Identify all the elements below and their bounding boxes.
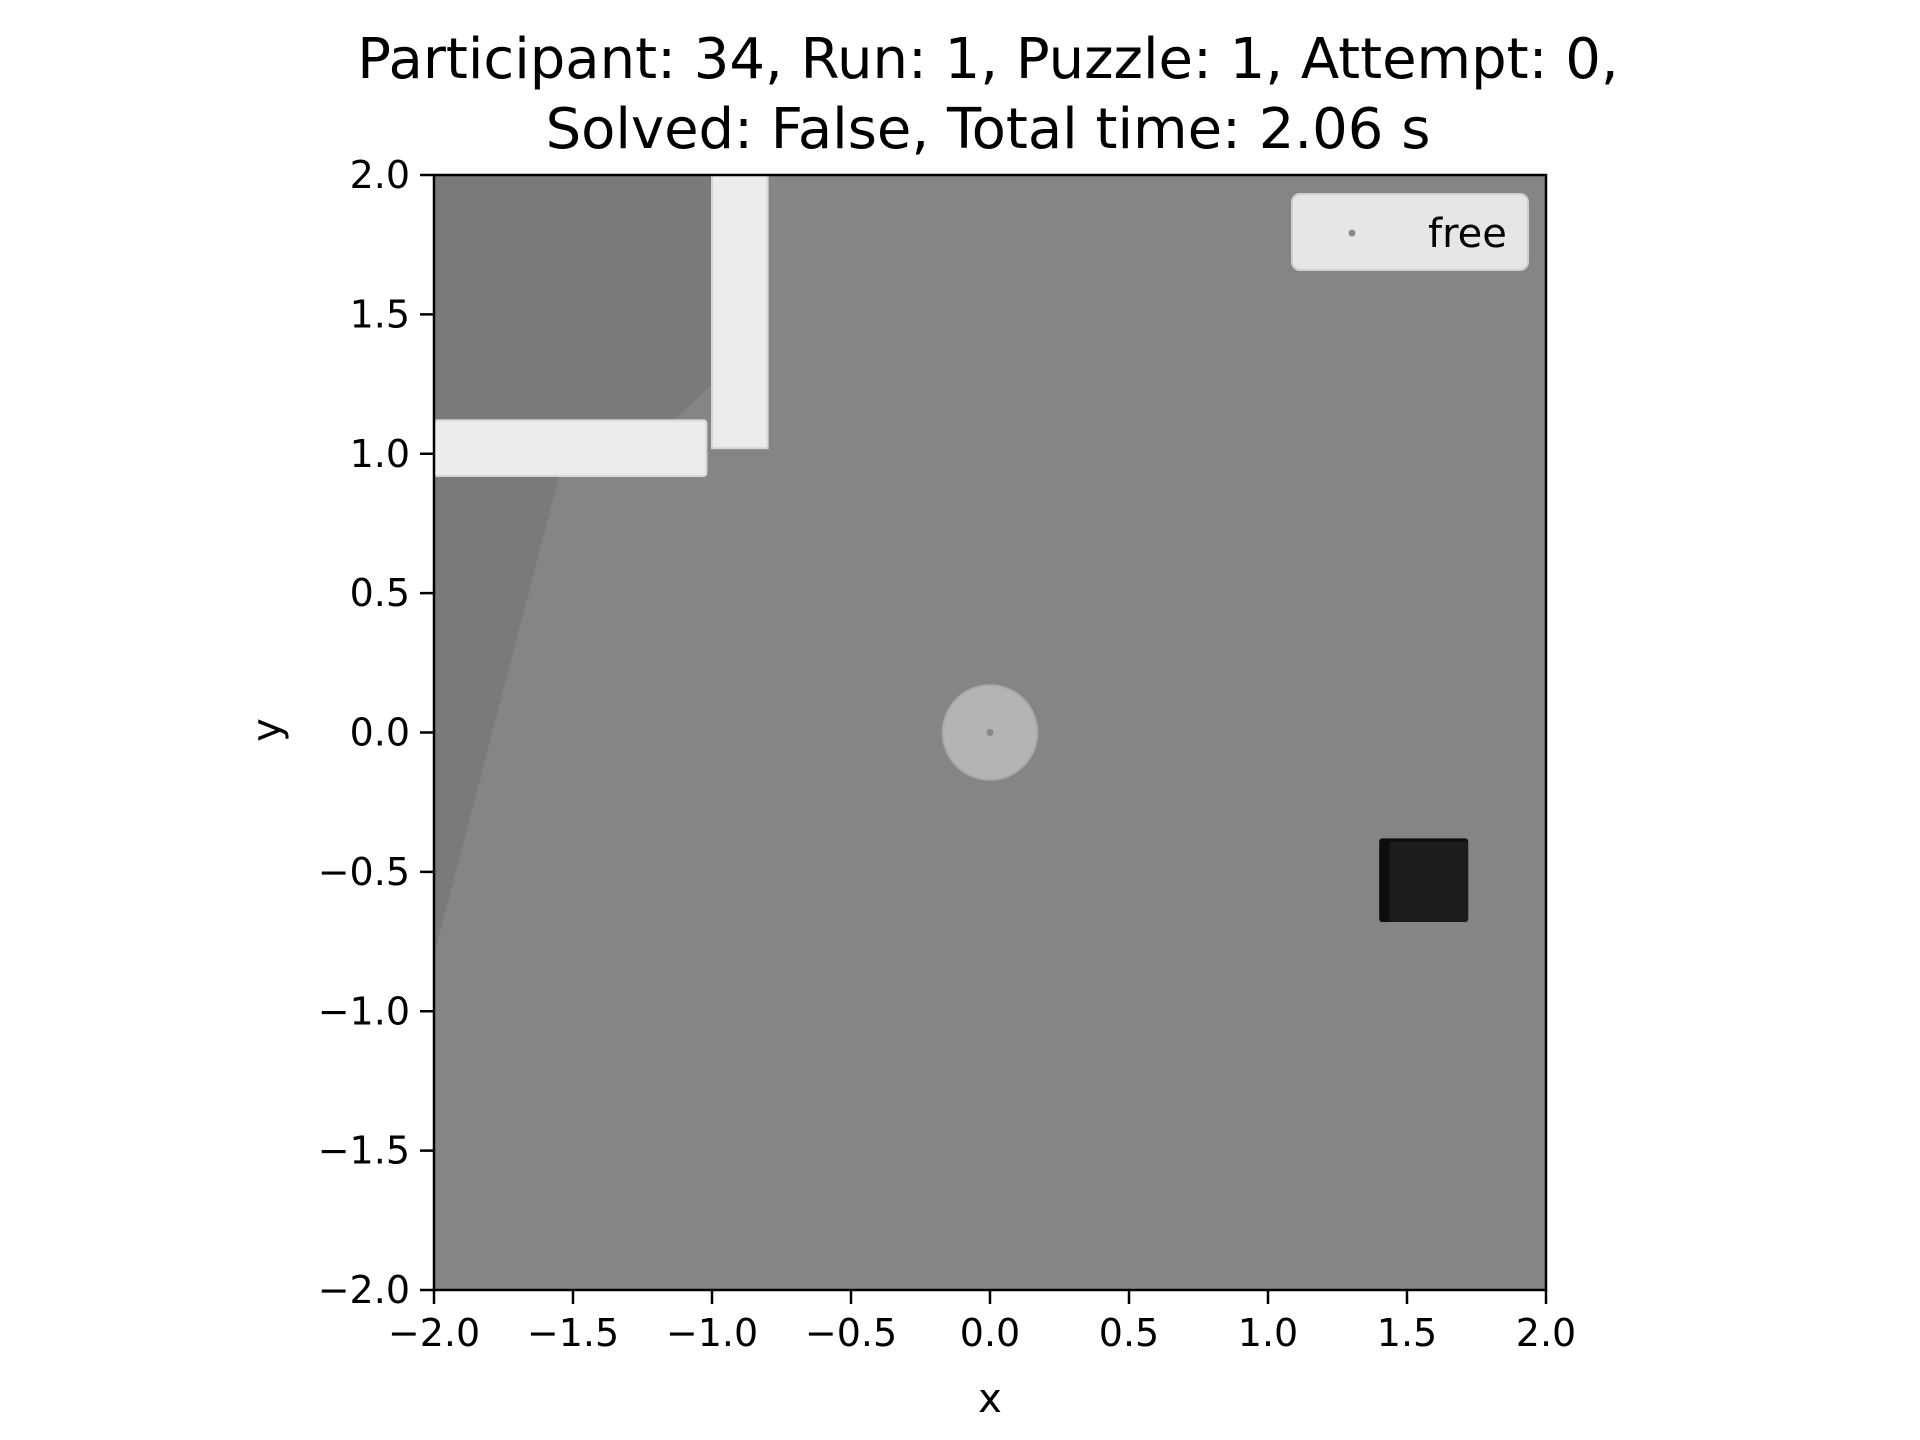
y-tick-label: 1.0 xyxy=(350,432,410,476)
x-tick-label: 1.5 xyxy=(1377,1311,1437,1355)
y-tick-label: −1.5 xyxy=(318,1129,410,1173)
shadow-wedge xyxy=(434,476,560,956)
y-tick-label: 2.0 xyxy=(350,153,410,197)
y-tick-label: −0.5 xyxy=(318,850,410,894)
y-axis-label: y xyxy=(244,718,290,742)
legend-marker-free xyxy=(1348,229,1356,237)
legend-box xyxy=(1291,193,1529,271)
wall-horizontal xyxy=(433,419,708,478)
chart-title-line-2: Solved: False, Total time: 2.06 s xyxy=(546,97,1431,162)
shadow-region-top-left xyxy=(434,175,712,477)
y-tick-label: −2.0 xyxy=(318,1268,410,1312)
chart-title-line-1: Participant: 34, Run: 1, Puzzle: 1, Atte… xyxy=(357,27,1618,92)
x-tick-label: −2.0 xyxy=(388,1311,480,1355)
y-tick-label: 0.0 xyxy=(350,711,410,755)
x-tick-label: −0.5 xyxy=(805,1311,897,1355)
wall-vertical xyxy=(711,174,769,450)
x-tick-label: −1.5 xyxy=(527,1311,619,1355)
legend: free xyxy=(1291,193,1529,271)
x-tick-label: 2.0 xyxy=(1516,1311,1576,1355)
data-points xyxy=(986,729,994,736)
x-tick-label: 0.5 xyxy=(1099,1311,1159,1355)
y-tick-label: 1.5 xyxy=(350,292,410,336)
y-axis-ticks: −2.0 −1.5 −1.0 −0.5 0.0 0.5 1.0 1.5 2.0 xyxy=(318,153,434,1312)
y-tick-label: 0.5 xyxy=(350,571,410,615)
data-point-free xyxy=(986,729,994,736)
target-block xyxy=(1389,841,1469,923)
x-tick-label: 1.0 xyxy=(1238,1311,1298,1355)
x-axis-label: x xyxy=(978,1376,1002,1422)
x-tick-label: −1.0 xyxy=(666,1311,758,1355)
y-tick-label: −1.0 xyxy=(318,989,410,1033)
legend-label-free: free xyxy=(1428,211,1507,257)
plot-area xyxy=(432,173,1548,1292)
x-tick-label: 0.0 xyxy=(960,1311,1020,1355)
x-axis-ticks: −2.0 −1.5 −1.0 −0.5 0.0 0.5 1.0 1.5 2.0 xyxy=(388,1290,1576,1355)
